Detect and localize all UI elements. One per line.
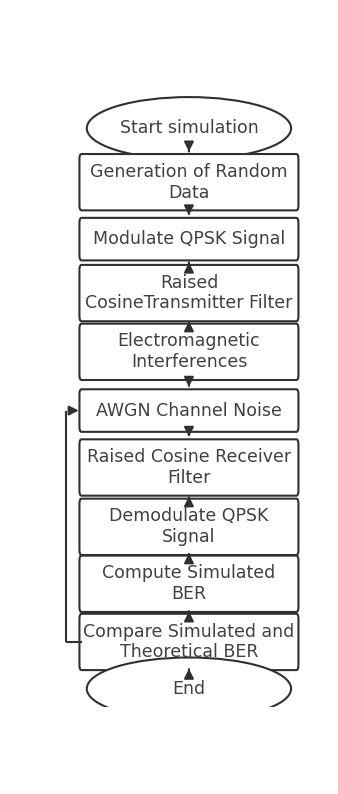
FancyBboxPatch shape xyxy=(79,154,298,210)
Text: Demodulate QPSK
Signal: Demodulate QPSK Signal xyxy=(109,507,269,546)
FancyBboxPatch shape xyxy=(79,218,298,260)
FancyBboxPatch shape xyxy=(79,614,298,670)
Text: AWGN Channel Noise: AWGN Channel Noise xyxy=(96,402,282,419)
Text: Compare Simulated and
Theoretical BER: Compare Simulated and Theoretical BER xyxy=(83,622,295,661)
FancyBboxPatch shape xyxy=(79,265,298,322)
FancyBboxPatch shape xyxy=(79,389,298,432)
Text: Start simulation: Start simulation xyxy=(120,119,258,137)
Text: Compute Simulated
BER: Compute Simulated BER xyxy=(102,565,275,603)
FancyBboxPatch shape xyxy=(79,324,298,380)
Ellipse shape xyxy=(87,657,291,720)
FancyBboxPatch shape xyxy=(79,499,298,555)
Text: Raised
CosineTransmitter Filter: Raised CosineTransmitter Filter xyxy=(85,274,293,313)
Text: Modulate QPSK Signal: Modulate QPSK Signal xyxy=(93,230,285,249)
Text: Raised Cosine Receiver
Filter: Raised Cosine Receiver Filter xyxy=(87,448,291,487)
Text: Generation of Random
Data: Generation of Random Data xyxy=(90,163,288,202)
Text: Electromagnetic
Interferences: Electromagnetic Interferences xyxy=(118,333,260,372)
Text: End: End xyxy=(172,680,206,698)
FancyBboxPatch shape xyxy=(79,439,298,495)
FancyBboxPatch shape xyxy=(79,556,298,612)
Ellipse shape xyxy=(87,97,291,160)
